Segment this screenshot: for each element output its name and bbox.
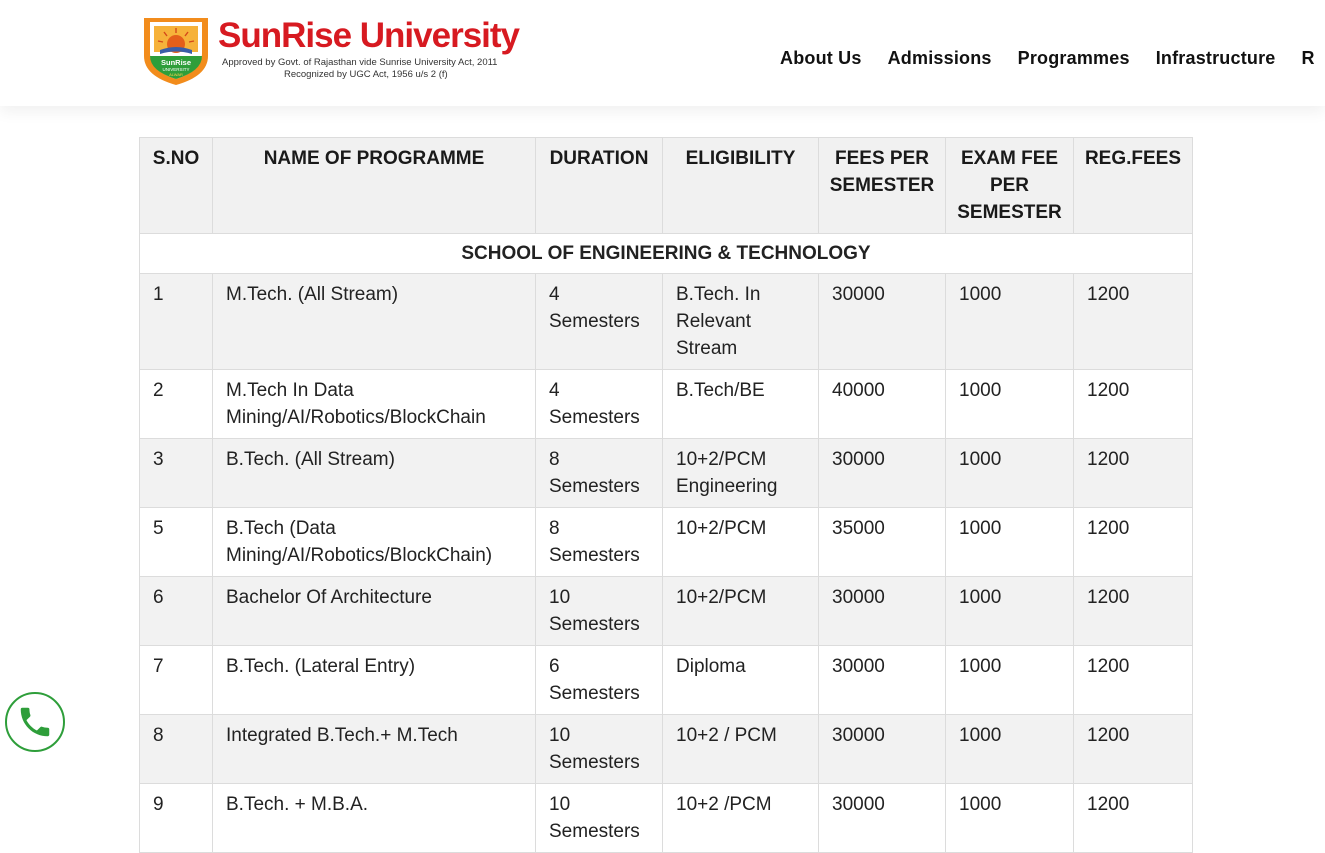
- table-row: 5 B.Tech (Data Mining/AI/Robotics/BlockC…: [139, 507, 1193, 577]
- cell-eligibility: 10+2/PCM: [662, 507, 819, 577]
- cell-reg-fees: 1200: [1073, 438, 1193, 508]
- cell-eligibility: 10+2 / PCM: [662, 714, 819, 784]
- cell-programme: B.Tech. (All Stream): [212, 438, 536, 508]
- table-row: 2 M.Tech In Data Mining/AI/Robotics/Bloc…: [139, 369, 1193, 439]
- section-title: SCHOOL OF ENGINEERING & TECHNOLOGY: [139, 233, 1193, 274]
- section-row: SCHOOL OF ENGINEERING & TECHNOLOGY: [139, 233, 1193, 274]
- table-row: 1 M.Tech. (All Stream) 4 Semesters B.Tec…: [139, 273, 1193, 370]
- cell-reg-fees: 1200: [1073, 369, 1193, 439]
- table-row: 9 B.Tech. + M.B.A. 10 Semesters 10+2 /PC…: [139, 783, 1193, 853]
- cell-programme: M.Tech In Data Mining/AI/Robotics/BlockC…: [212, 369, 536, 439]
- cell-programme: Integrated B.Tech.+ M.Tech: [212, 714, 536, 784]
- table-row: 7 B.Tech. (Lateral Entry) 6 Semesters Di…: [139, 645, 1193, 715]
- cell-programme: B.Tech (Data Mining/AI/Robotics/BlockCha…: [212, 507, 536, 577]
- cell-exam-fee: 1000: [945, 576, 1074, 646]
- col-header-sno: S.NO: [139, 137, 213, 234]
- col-header-exam-fee: EXAM FEE PER SEMESTER: [945, 137, 1074, 234]
- cell-eligibility: 10+2 /PCM: [662, 783, 819, 853]
- cell-duration: 6 Semesters: [535, 645, 663, 715]
- nav-about-us[interactable]: About Us: [780, 48, 862, 68]
- nav-programmes[interactable]: Programmes: [1017, 48, 1130, 68]
- cell-duration: 10 Semesters: [535, 714, 663, 784]
- cell-fees: 30000: [818, 576, 946, 646]
- col-header-fees: FEES PER SEMESTER: [818, 137, 946, 234]
- brand-recognition-text: Recognized by UGC Act, 1956 u/s 2 (f): [284, 69, 448, 80]
- cell-fees: 40000: [818, 369, 946, 439]
- cell-reg-fees: 1200: [1073, 507, 1193, 577]
- cell-duration: 8 Semesters: [535, 438, 663, 508]
- logo[interactable]: SunRise UNIVERSITY ALWAR SunRise Univers…: [140, 14, 530, 86]
- table-row: 3 B.Tech. (All Stream) 8 Semesters 10+2/…: [139, 438, 1193, 508]
- cell-sno: 5: [139, 507, 213, 577]
- cell-fees: 30000: [818, 714, 946, 784]
- cell-sno: 7: [139, 645, 213, 715]
- phone-icon: [20, 707, 50, 737]
- cell-duration: 4 Semesters: [535, 273, 663, 370]
- table-row: 8 Integrated B.Tech.+ M.Tech 10 Semester…: [139, 714, 1193, 784]
- nav-more-truncated[interactable]: R: [1301, 48, 1315, 68]
- col-header-eligibility: ELIGIBILITY: [662, 137, 819, 234]
- fee-structure-table: S.NO NAME OF PROGRAMME DURATION ELIGIBIL…: [139, 137, 1193, 853]
- site-header: SunRise UNIVERSITY ALWAR SunRise Univers…: [0, 0, 1325, 106]
- cell-eligibility: B.Tech. In Relevant Stream: [662, 273, 819, 370]
- brand-name: SunRise University: [218, 16, 520, 55]
- col-header-programme: NAME OF PROGRAMME: [212, 137, 536, 234]
- nav-infrastructure[interactable]: Infrastructure: [1155, 48, 1276, 68]
- cell-programme: M.Tech. (All Stream): [212, 273, 536, 370]
- cell-reg-fees: 1200: [1073, 273, 1193, 370]
- nav-admissions[interactable]: Admissions: [887, 48, 992, 68]
- table-header-row: S.NO NAME OF PROGRAMME DURATION ELIGIBIL…: [139, 137, 1193, 234]
- cell-eligibility: B.Tech/BE: [662, 369, 819, 439]
- cell-duration: 4 Semesters: [535, 369, 663, 439]
- cell-programme: B.Tech. (Lateral Entry): [212, 645, 536, 715]
- cell-fees: 30000: [818, 645, 946, 715]
- cell-reg-fees: 1200: [1073, 645, 1193, 715]
- cell-exam-fee: 1000: [945, 714, 1074, 784]
- fee-structure-table-wrapper: S.NO NAME OF PROGRAMME DURATION ELIGIBIL…: [139, 137, 1193, 853]
- cell-sno: 2: [139, 369, 213, 439]
- cell-sno: 6: [139, 576, 213, 646]
- cell-eligibility: Diploma: [662, 645, 819, 715]
- shield-text-city: ALWAR: [169, 72, 183, 77]
- cell-exam-fee: 1000: [945, 273, 1074, 370]
- call-button[interactable]: [5, 692, 65, 752]
- cell-programme: Bachelor Of Architecture: [212, 576, 536, 646]
- cell-exam-fee: 1000: [945, 783, 1074, 853]
- shield-text-name: SunRise: [161, 58, 191, 67]
- cell-exam-fee: 1000: [945, 369, 1074, 439]
- cell-reg-fees: 1200: [1073, 783, 1193, 853]
- table-row: 6 Bachelor Of Architecture 10 Semesters …: [139, 576, 1193, 646]
- brand-approval-text: Approved by Govt. of Rajasthan vide Sunr…: [222, 57, 498, 68]
- cell-fees: 30000: [818, 783, 946, 853]
- cell-duration: 10 Semesters: [535, 783, 663, 853]
- col-header-reg-fees: REG.FEES: [1073, 137, 1193, 234]
- cell-eligibility: 10+2/PCM: [662, 576, 819, 646]
- col-header-duration: DURATION: [535, 137, 663, 234]
- cell-duration: 8 Semesters: [535, 507, 663, 577]
- cell-sno: 9: [139, 783, 213, 853]
- cell-exam-fee: 1000: [945, 438, 1074, 508]
- main-nav: About Us Admissions Programmes Infrastru…: [780, 48, 1325, 69]
- cell-fees: 30000: [818, 273, 946, 370]
- cell-exam-fee: 1000: [945, 645, 1074, 715]
- cell-exam-fee: 1000: [945, 507, 1074, 577]
- cell-eligibility: 10+2/PCM Engineering: [662, 438, 819, 508]
- cell-reg-fees: 1200: [1073, 576, 1193, 646]
- university-shield-icon: SunRise UNIVERSITY ALWAR: [140, 14, 212, 86]
- cell-sno: 3: [139, 438, 213, 508]
- cell-fees: 35000: [818, 507, 946, 577]
- cell-duration: 10 Semesters: [535, 576, 663, 646]
- cell-programme: B.Tech. + M.B.A.: [212, 783, 536, 853]
- cell-sno: 1: [139, 273, 213, 370]
- cell-reg-fees: 1200: [1073, 714, 1193, 784]
- cell-sno: 8: [139, 714, 213, 784]
- cell-fees: 30000: [818, 438, 946, 508]
- shield-text-university: UNIVERSITY: [162, 67, 189, 72]
